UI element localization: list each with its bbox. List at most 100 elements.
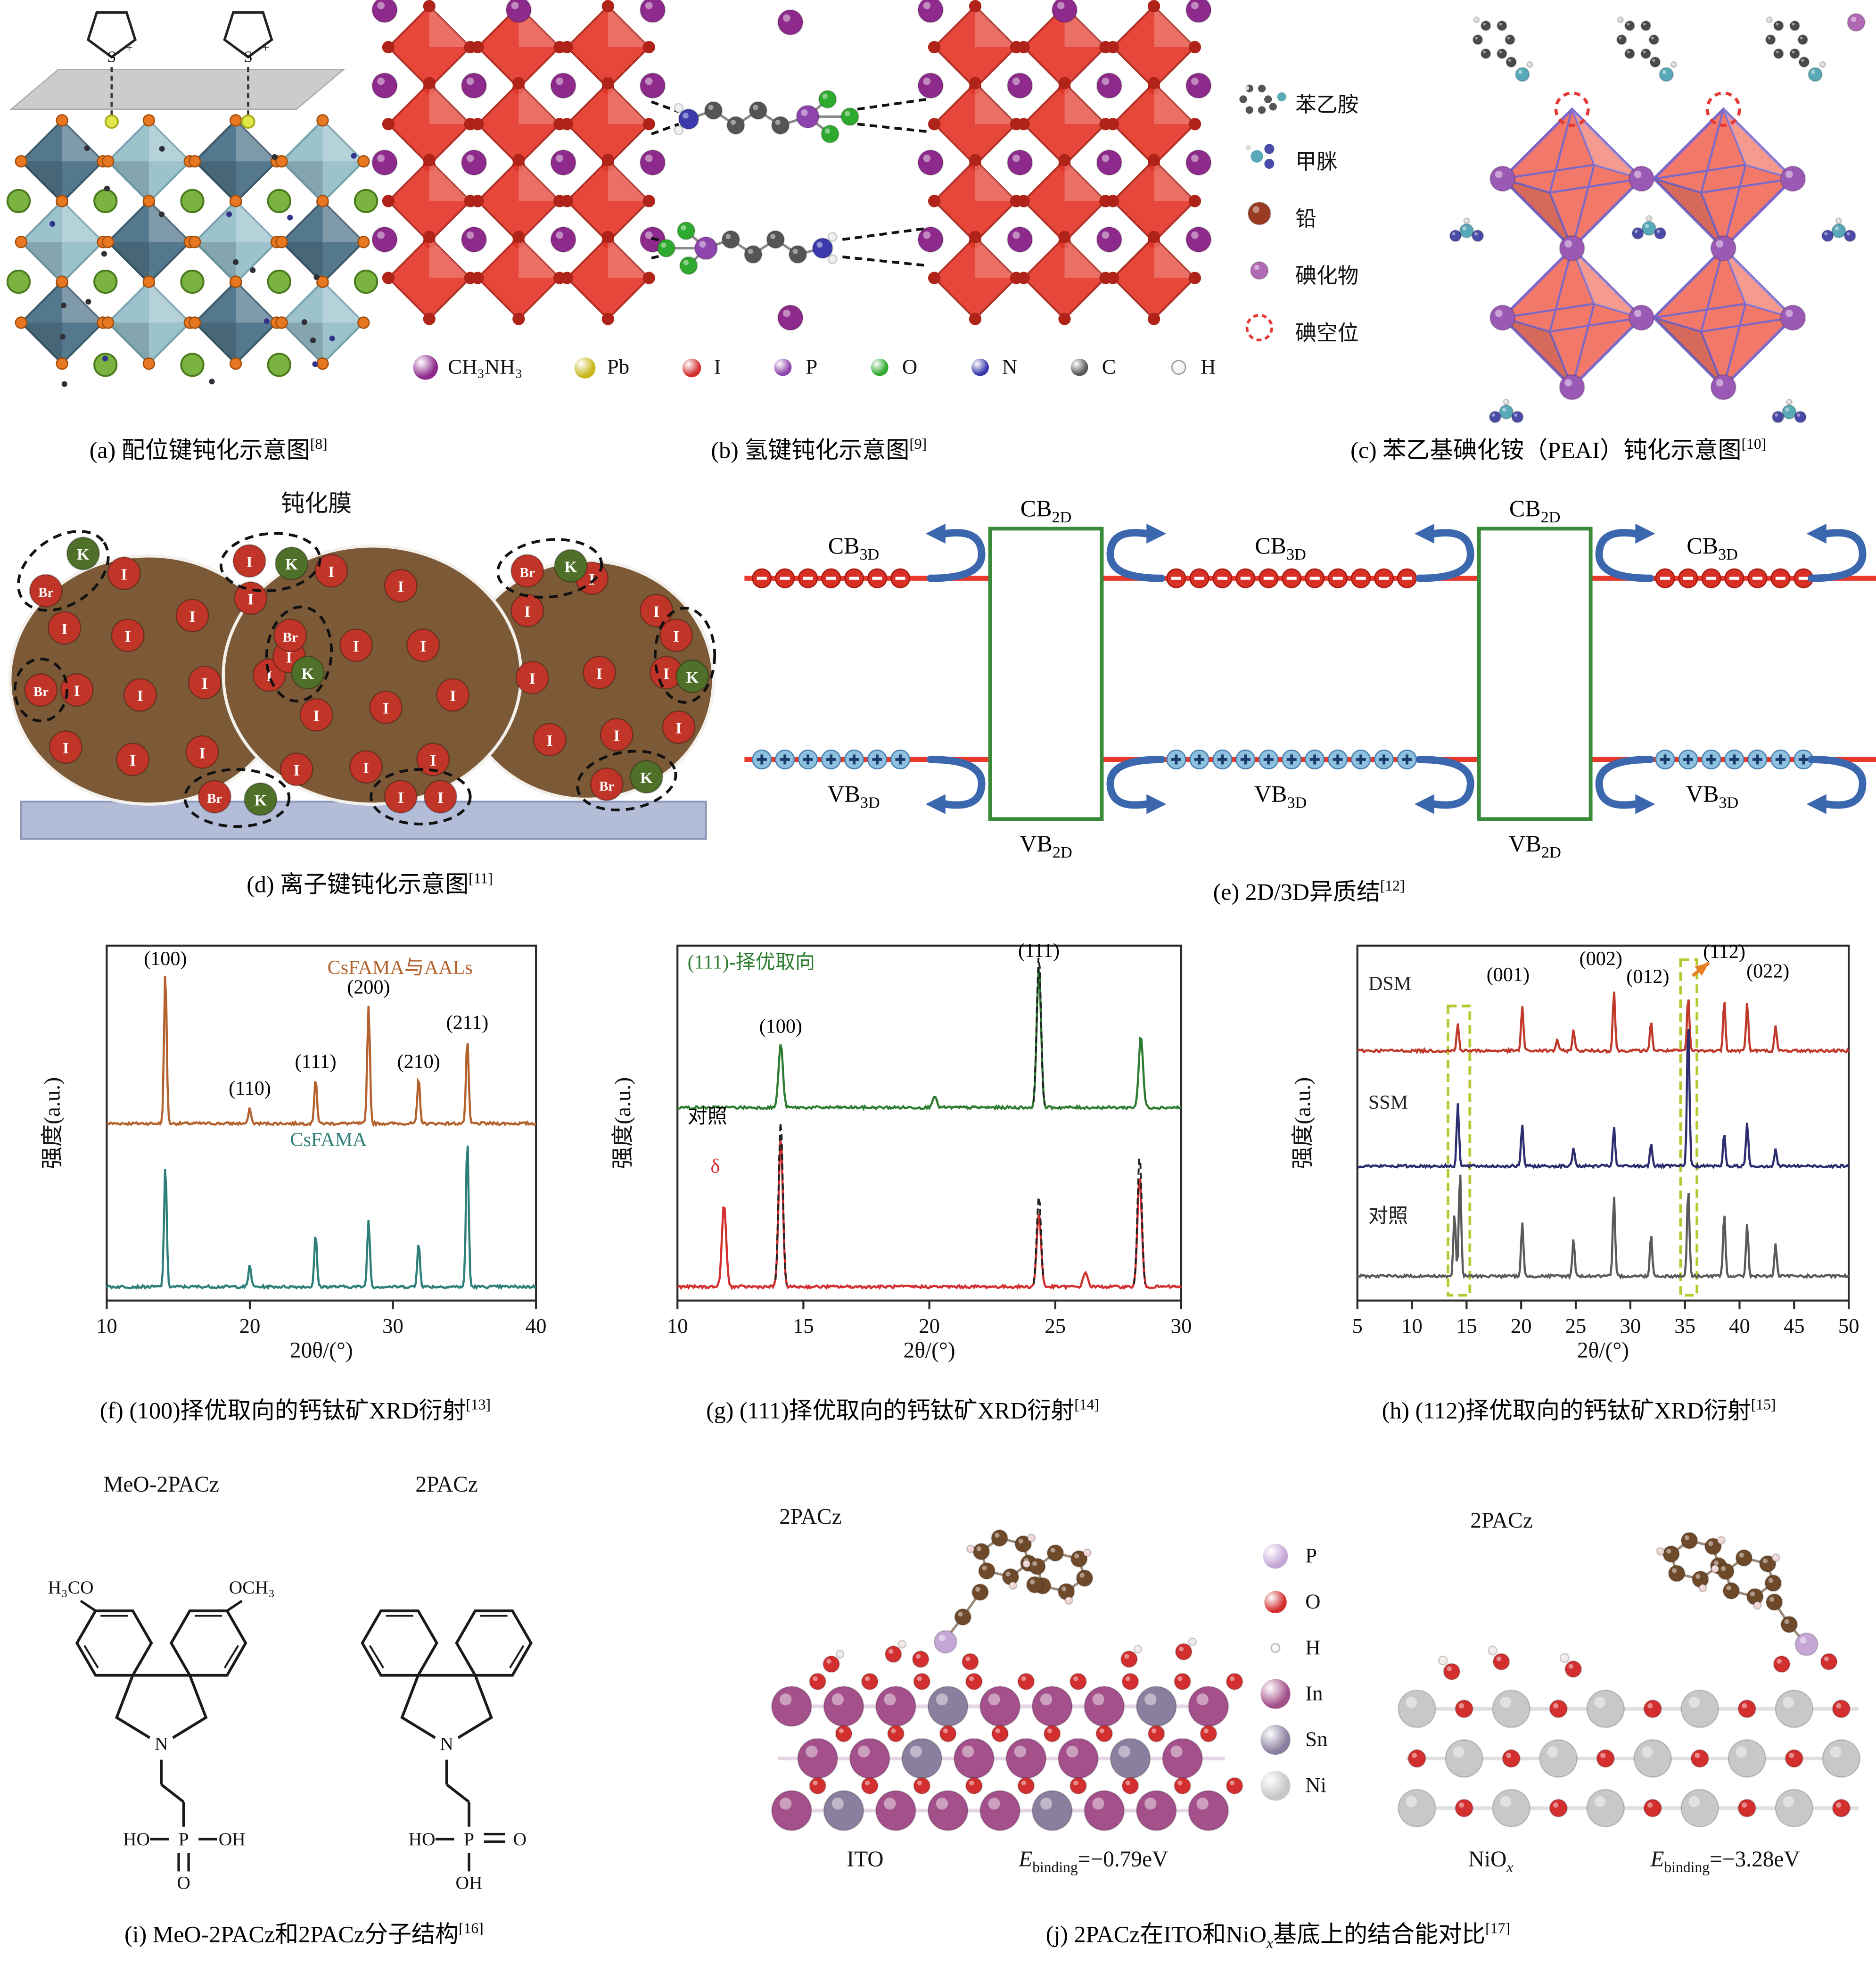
legend-item-phenethylamine: 苯乙胺	[1238, 79, 1358, 124]
iodide-atom	[928, 41, 941, 54]
iodide-ion	[49, 730, 83, 764]
halide-atom	[142, 357, 156, 370]
halide-atom	[275, 236, 288, 248]
iodide-ion-label: I	[286, 649, 292, 667]
potassium-ion	[675, 660, 709, 693]
legend-label: H	[1201, 355, 1216, 379]
ball-highlight	[1528, 62, 1530, 65]
xrd-trace	[1357, 991, 1850, 1055]
oxygen-label: O	[177, 1872, 190, 1893]
c-atom	[1780, 1616, 1798, 1634]
ma-cation	[461, 149, 487, 176]
chart-annotation: (110)	[229, 1077, 271, 1099]
ball-highlight	[780, 1693, 792, 1706]
hydroxyl-label: OH	[219, 1829, 246, 1849]
ball-highlight	[1196, 1693, 1209, 1706]
iodide-atom	[1147, 77, 1160, 90]
j1-molecule-label: 2PACz	[779, 1504, 842, 1529]
legend-item-Sn: Sn	[1258, 1723, 1327, 1758]
lead-ball-icon	[1238, 193, 1288, 239]
iodide-atom	[1489, 165, 1516, 192]
in-atom	[979, 1685, 1021, 1727]
ion-pair-outline	[653, 606, 716, 704]
o-atom	[1175, 1643, 1193, 1661]
legend-label: Pb	[607, 355, 630, 379]
ball-highlight	[1500, 1796, 1512, 1808]
chart-annotation: (002)	[1580, 948, 1622, 970]
ball-highlight	[770, 234, 776, 239]
sn-atom	[1031, 1790, 1073, 1831]
c-atom	[1798, 56, 1810, 68]
legend-item-CH₃NH₃: CH₃NH₃	[412, 355, 522, 380]
ion-pair-outline	[370, 768, 472, 825]
iodide-atom	[928, 272, 941, 284]
ball-highlight	[1562, 1655, 1565, 1658]
highlight-box	[1679, 958, 1699, 1297]
ball-highlight	[1708, 1541, 1713, 1546]
ball-highlight	[976, 1546, 981, 1552]
o-atom	[1549, 1699, 1568, 1718]
chart-annotation: (012)	[1626, 966, 1669, 988]
molecule-dot	[250, 267, 256, 273]
band-label: CB2D	[1509, 495, 1561, 526]
halide-atom	[56, 114, 68, 127]
iodide-ion-label: I	[124, 628, 131, 645]
ball-highlight	[1787, 400, 1790, 403]
y-axis-label: 强度(a.u.)	[1291, 1077, 1316, 1169]
ball-highlight	[1229, 1780, 1235, 1786]
ball-highlight	[1719, 1537, 1721, 1541]
iodide-atom	[512, 77, 525, 90]
ball-highlight	[1092, 1693, 1104, 1706]
x-tick-label: 40	[1729, 1314, 1750, 1337]
ma-cation	[1096, 149, 1122, 176]
p-atom	[933, 1630, 957, 1654]
iodide-ion	[349, 750, 383, 784]
c-atom	[978, 1562, 996, 1580]
x-axis-label: 20θ/(°)	[290, 1338, 353, 1363]
chart-annotation: CsFAMA	[290, 1129, 367, 1151]
ball-highlight	[511, 1, 519, 9]
hydroxyl-label: OH	[456, 1872, 483, 1893]
n-atom	[1659, 67, 1674, 82]
ito-binding-illustration	[771, 1529, 1243, 1831]
ball-highlight	[1656, 230, 1661, 233]
highlight-box	[1447, 1004, 1472, 1297]
ball-highlight	[1507, 36, 1510, 40]
ball-highlight	[1739, 1552, 1744, 1558]
c-atom	[972, 1543, 990, 1560]
ball-highlight	[965, 1656, 971, 1661]
plot-frame	[1356, 944, 1850, 1302]
halide-atom	[316, 275, 329, 288]
ball-highlight	[645, 77, 653, 85]
iodide-ion-label: I	[450, 687, 456, 705]
band-label: CB2D	[1020, 495, 1072, 526]
molecule-dot	[59, 334, 66, 340]
fa-molecule	[1831, 223, 1846, 239]
o-atom	[835, 1725, 853, 1742]
iodide-ion	[639, 594, 674, 627]
iodide-atom	[1017, 195, 1030, 207]
ball-highlight	[1178, 1646, 1184, 1651]
ball-highlight	[1490, 1647, 1493, 1651]
c-atom	[1789, 48, 1800, 59]
atom-ball	[1511, 411, 1524, 423]
sn-atom	[901, 1738, 943, 1779]
o-atom	[1017, 1673, 1035, 1691]
ni-atom	[1492, 1789, 1530, 1828]
sulfur-label: S	[244, 49, 253, 66]
ma-cation	[1007, 72, 1033, 99]
ball-highlight	[1792, 23, 1795, 26]
carrier-block-arrow	[927, 756, 986, 809]
carrier-block-arrow	[1415, 756, 1474, 809]
iodide-ion	[369, 690, 403, 724]
legend-item-iodide-ball: 碘化物	[1238, 251, 1358, 296]
ball-highlight	[1504, 400, 1507, 403]
niox-binding-illustration	[1398, 1532, 1861, 1828]
n-atom	[812, 238, 833, 259]
potassium-ion	[244, 782, 278, 816]
ball-highlight	[1447, 1666, 1452, 1671]
h-atom	[1008, 1581, 1018, 1590]
iodide-ball-icon	[1238, 250, 1288, 296]
ball-highlight	[1499, 23, 1502, 26]
ball-highlight	[1500, 1697, 1512, 1708]
